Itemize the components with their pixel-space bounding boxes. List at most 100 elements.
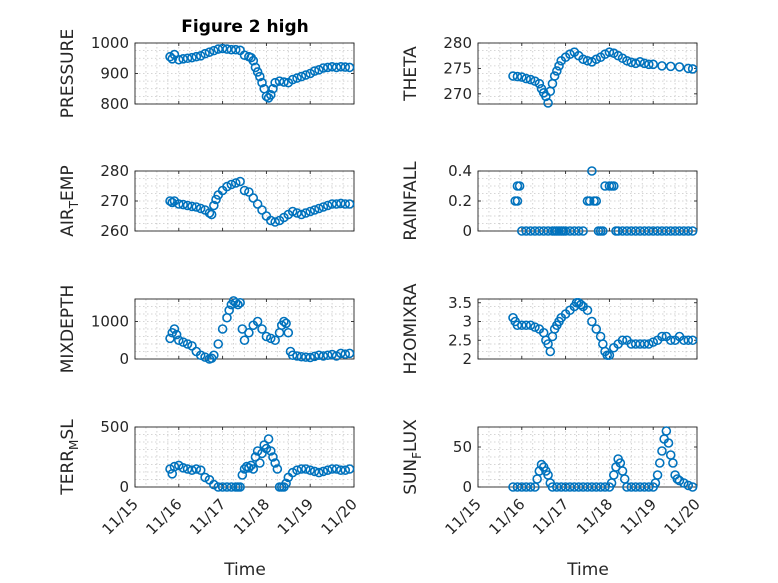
data-point — [547, 78, 558, 89]
data-point — [331, 464, 342, 474]
figure-title: Figure 2 high — [181, 17, 309, 37]
data-point — [233, 299, 243, 310]
data-point — [292, 465, 302, 476]
data-point — [191, 202, 202, 212]
data-point — [217, 324, 228, 334]
x-tick-label: 11/16 — [485, 495, 528, 538]
data-point — [244, 187, 254, 197]
data-point — [578, 226, 588, 236]
data-point — [257, 324, 267, 334]
data-point — [174, 335, 184, 346]
y-tick-label: 0.2 — [448, 192, 472, 210]
data-point — [617, 335, 628, 346]
data-point — [648, 59, 659, 70]
x-tick-label: 11/16 — [142, 495, 185, 538]
y-axis-label: TERRMSL — [58, 419, 81, 496]
data-point — [287, 74, 298, 85]
data-point — [281, 478, 291, 489]
data-point — [191, 464, 202, 474]
data-point — [187, 52, 197, 63]
y-axis-label: AIRTEMP — [58, 165, 81, 236]
data-point — [683, 63, 694, 74]
data-point — [237, 470, 248, 480]
data-point — [663, 438, 674, 448]
data-point — [255, 458, 265, 468]
y-axis-label: RAINFALL — [401, 161, 421, 241]
x-tick-label: 11/17 — [186, 495, 229, 538]
data-point — [608, 181, 619, 191]
data-point — [178, 54, 188, 64]
data-point — [587, 166, 597, 176]
subplot-1: 800 900 1000 PRESSURE — [58, 29, 355, 118]
plot-frame — [477, 298, 698, 360]
data-point — [532, 474, 542, 484]
data-point — [301, 208, 311, 218]
data-point — [549, 71, 560, 81]
data-point — [309, 205, 320, 215]
y-tick-label: 280 — [443, 34, 472, 52]
data-point — [514, 181, 525, 191]
data-point — [322, 350, 333, 361]
data-point — [573, 226, 584, 236]
data-point — [213, 339, 224, 349]
data-point — [167, 197, 178, 208]
data-point — [195, 350, 206, 361]
data-point — [314, 467, 324, 478]
subplot-8: 0 50 SUNFLUX 11/15 11/16 11/17 11/18 11/19 11/20 — [401, 419, 704, 539]
data-point — [248, 193, 259, 203]
data-point — [591, 54, 602, 65]
data-point — [279, 77, 289, 87]
data-point — [314, 203, 324, 214]
y-tick-label: 0.4 — [448, 162, 472, 180]
data-point — [265, 333, 276, 344]
data-point — [318, 63, 329, 73]
data-point — [200, 48, 210, 59]
y-tick-label: 1000 — [91, 34, 129, 52]
data-point — [296, 71, 307, 82]
y-axis-label: MIXDEPTH — [58, 285, 78, 374]
data-point — [169, 461, 180, 472]
data-point — [584, 196, 595, 206]
data-point — [268, 83, 278, 94]
subplot-2: 270 275 280 THETA — [401, 34, 698, 108]
y-axis-label: H2OMIXRA — [401, 283, 421, 374]
data-point — [318, 202, 329, 212]
data-point — [545, 346, 556, 357]
data-point — [174, 199, 184, 209]
data-point — [683, 480, 694, 491]
data-point — [268, 452, 278, 462]
y-tick-label: 2.5 — [448, 331, 472, 349]
data-point — [534, 78, 545, 89]
data-point — [224, 305, 234, 316]
data-point — [344, 199, 355, 209]
y-tick-label: 50 — [453, 438, 472, 456]
data-point — [171, 329, 182, 340]
y-tick-label: 900 — [100, 65, 129, 83]
data-point — [292, 351, 302, 361]
data-point — [239, 335, 250, 346]
data-point — [318, 466, 329, 477]
data-point — [230, 178, 241, 188]
data-point — [683, 335, 694, 346]
data-point — [657, 446, 667, 456]
data-point — [191, 51, 202, 62]
data-point — [296, 464, 307, 474]
data-point — [261, 331, 272, 342]
data-point — [578, 54, 588, 65]
data-point — [322, 465, 333, 476]
y-tick-label: 0 — [462, 478, 472, 496]
data-point — [530, 322, 540, 332]
data-point — [687, 335, 698, 346]
data-point — [598, 226, 608, 236]
data-point — [274, 76, 285, 86]
data-point — [591, 196, 602, 206]
x-tick-label: 11/19 — [617, 495, 660, 538]
x-tick-label: 11/15 — [99, 495, 142, 538]
data-point — [525, 74, 536, 85]
data-point — [512, 196, 523, 206]
data-point — [255, 71, 265, 82]
data-point — [209, 45, 219, 56]
data-point — [687, 64, 698, 74]
y-axis-label: PRESSURE — [58, 29, 78, 118]
